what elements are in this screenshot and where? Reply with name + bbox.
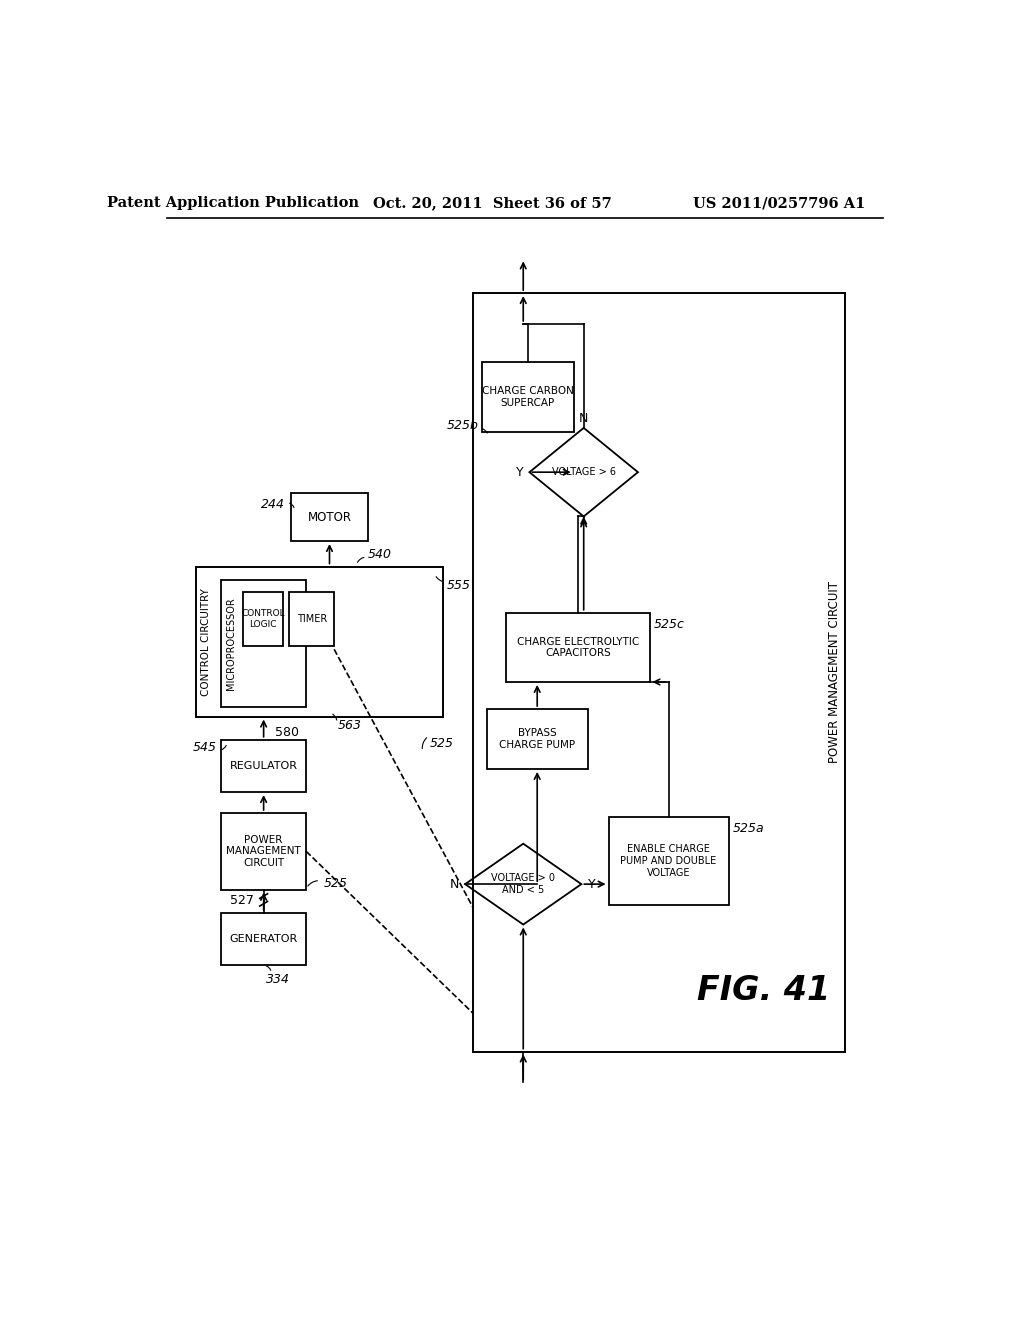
Text: 563: 563 — [338, 719, 362, 733]
Bar — [608, 817, 729, 906]
Bar — [243, 591, 283, 645]
Bar — [221, 581, 306, 708]
Bar — [221, 913, 306, 965]
Text: VOLTAGE > 0
AND < 5: VOLTAGE > 0 AND < 5 — [492, 874, 555, 895]
Text: CONTROL CIRCUITRY: CONTROL CIRCUITRY — [202, 587, 211, 696]
Bar — [486, 709, 588, 770]
Text: MOTOR: MOTOR — [307, 511, 351, 524]
Text: Y: Y — [516, 466, 523, 479]
Text: CONTROL
LOGIC: CONTROL LOGIC — [241, 609, 285, 628]
Bar — [221, 739, 306, 792]
Text: 525: 525 — [430, 737, 455, 750]
Bar — [506, 612, 649, 682]
Text: MICROPROCESSOR: MICROPROCESSOR — [226, 598, 237, 690]
Text: Oct. 20, 2011  Sheet 36 of 57: Oct. 20, 2011 Sheet 36 of 57 — [373, 197, 611, 210]
Text: 525a: 525a — [732, 822, 764, 834]
Text: N: N — [579, 412, 589, 425]
Text: 525b: 525b — [446, 418, 478, 432]
Text: 555: 555 — [446, 579, 470, 593]
Text: VOLTAGE > 6: VOLTAGE > 6 — [552, 467, 615, 477]
Text: CHARGE CARBON
SUPERCAP: CHARGE CARBON SUPERCAP — [482, 387, 573, 408]
Text: POWER
MANAGEMENT
CIRCUIT: POWER MANAGEMENT CIRCUIT — [226, 834, 301, 869]
Bar — [221, 813, 306, 890]
Text: CHARGE ELECTROLYTIC
CAPACITORS: CHARGE ELECTROLYTIC CAPACITORS — [517, 636, 639, 659]
Text: REGULATOR: REGULATOR — [229, 760, 298, 771]
Text: POWER MANAGEMENT CIRCUIT: POWER MANAGEMENT CIRCUIT — [827, 581, 841, 763]
Bar — [482, 363, 573, 432]
Text: 580: 580 — [275, 726, 299, 739]
Text: GENERATOR: GENERATOR — [229, 935, 298, 944]
Bar — [289, 591, 334, 645]
Bar — [473, 293, 845, 1052]
Text: 525c: 525c — [653, 618, 684, 631]
Text: Patent Application Publication: Patent Application Publication — [106, 197, 358, 210]
Text: FIG. 41: FIG. 41 — [697, 974, 830, 1006]
Text: TIMER: TIMER — [297, 614, 327, 624]
Text: 525: 525 — [324, 878, 347, 890]
Text: US 2011/0257796 A1: US 2011/0257796 A1 — [693, 197, 865, 210]
Text: 540: 540 — [369, 548, 392, 561]
Text: 545: 545 — [194, 741, 217, 754]
Bar — [291, 494, 369, 541]
Text: BYPASS
CHARGE PUMP: BYPASS CHARGE PUMP — [499, 729, 575, 750]
Text: ENABLE CHARGE
PUMP AND DOUBLE
VOLTAGE: ENABLE CHARGE PUMP AND DOUBLE VOLTAGE — [621, 845, 717, 878]
Text: N: N — [450, 878, 459, 891]
Text: 527: 527 — [230, 894, 254, 907]
Text: 334: 334 — [265, 973, 290, 986]
Text: Y: Y — [588, 878, 595, 891]
Text: 244: 244 — [260, 499, 285, 511]
Bar — [197, 566, 442, 717]
